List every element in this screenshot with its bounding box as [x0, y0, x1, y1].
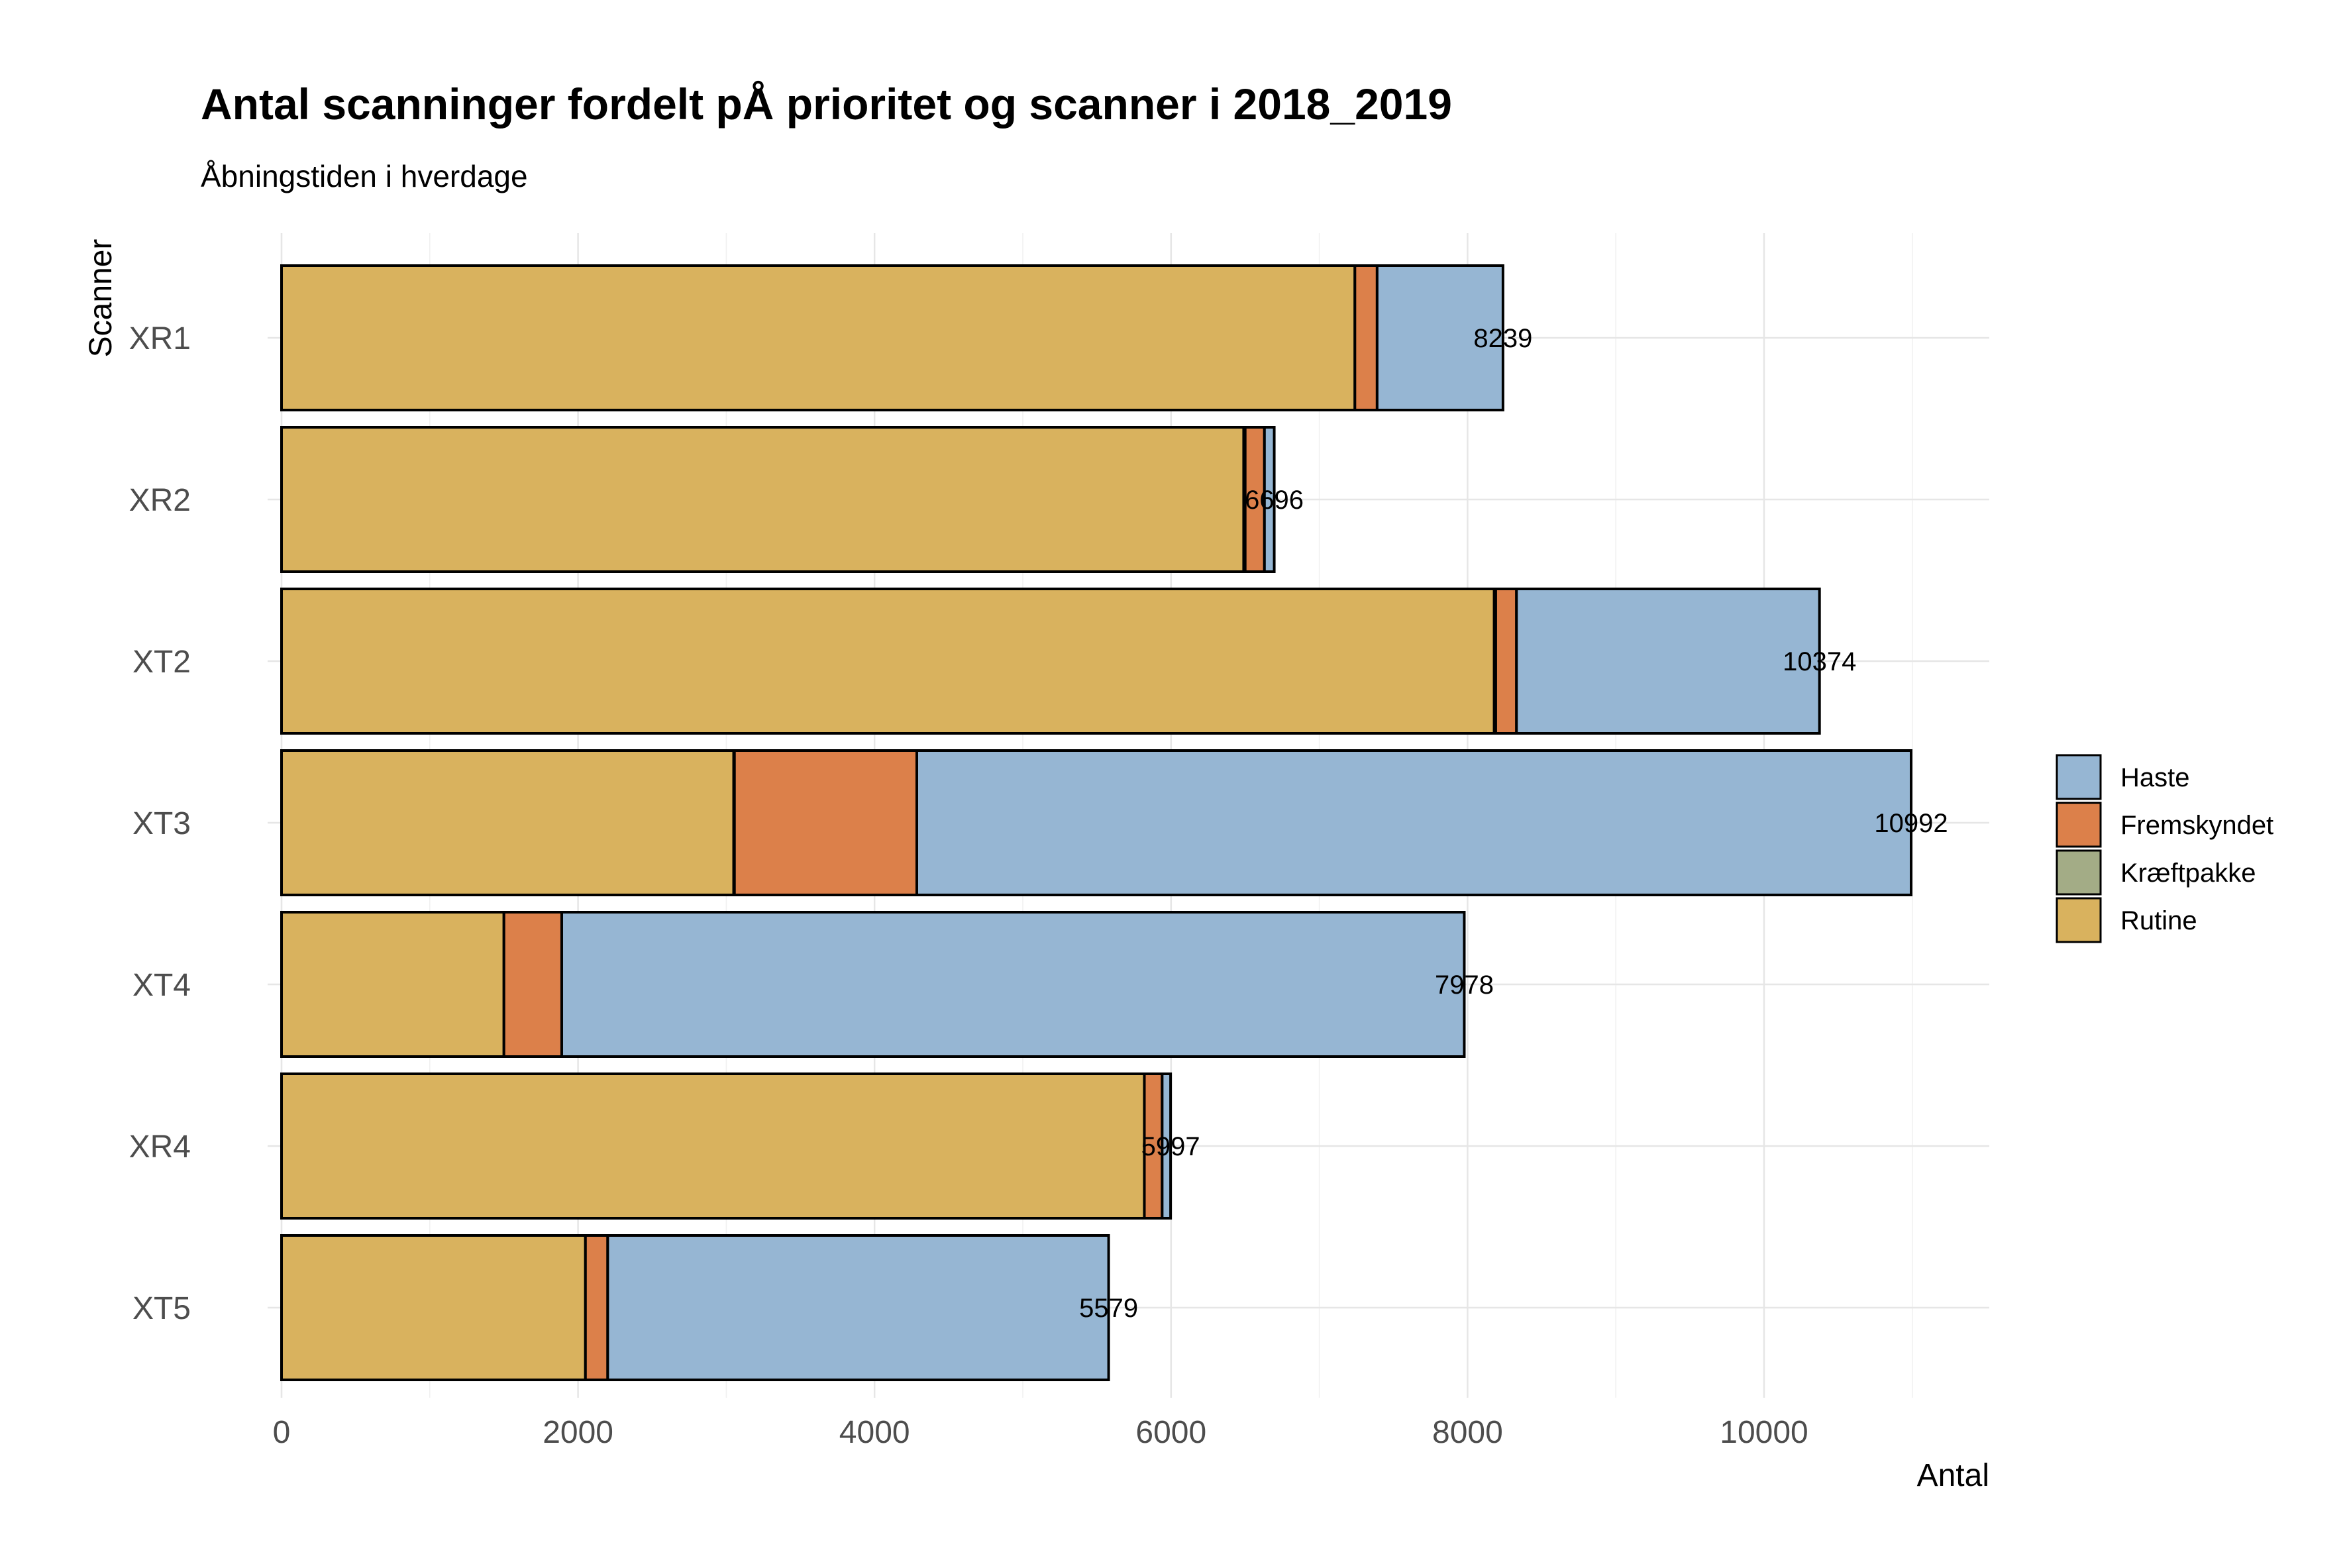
chart-title: Antal scanninger fordelt pÅ prioritet og…: [201, 79, 1452, 129]
bar-segment-rutine-xt3: [280, 749, 735, 896]
y-tick-label-xt2: XT2: [132, 645, 191, 680]
legend: Haste Fremskyndet Kræftpakke Rutine: [2056, 754, 2273, 943]
y-tick-label-xt3: XT3: [132, 806, 191, 841]
bar-segment-rutine-xr1: [280, 264, 1357, 411]
legend-key-rutine: [2056, 897, 2102, 943]
bar-segment-haste-xr2: [1263, 426, 1276, 573]
bar-segment-haste-xr4: [1161, 1072, 1173, 1220]
bar-segment-fremskyndet-xt3: [733, 749, 918, 896]
legend-key-haste: [2056, 754, 2102, 800]
y-tick-label-xt5: XT5: [132, 1291, 191, 1326]
bar-segment-haste-xt5: [606, 1234, 1110, 1381]
y-tick-label-xr1: XR1: [129, 321, 191, 356]
chart-subtitle: Åbningstiden i hverdage: [201, 159, 528, 193]
total-labels: 8239 6696 10374 10992 7978 5997 5579: [1079, 324, 1948, 1323]
total-label-xr1: 8239: [1473, 324, 1532, 353]
legend-label-kr-ftpakke: Kræftpakke: [2120, 859, 2256, 888]
bar-segment-fremskyndet-xt5: [584, 1234, 609, 1381]
total-label-xt5: 5579: [1079, 1294, 1138, 1323]
bar-segment-haste-xr1: [1375, 264, 1504, 411]
x-tick-label: 10000: [1720, 1415, 1808, 1450]
y-tick-label-xr2: XR2: [129, 483, 191, 518]
legend-key-fremskyndet: [2056, 802, 2102, 848]
legend-label-haste: Haste: [2120, 763, 2190, 792]
axis-tick-labels: XR1 XR2 XT2 XT3 XT4 XR4 XT5 0 2000 4000 6000 8000 10…: [129, 321, 1808, 1450]
legend-label-fremskyndet: Fremskyndet: [2120, 811, 2273, 840]
total-label-xt4: 7978: [1435, 970, 1494, 1000]
bar-segment-fremskyndet-xr1: [1353, 264, 1379, 411]
bar-segment-rutine-xt5: [280, 1234, 587, 1381]
x-tick-label: 4000: [839, 1415, 910, 1450]
total-label-xt3: 10992: [1874, 809, 1948, 838]
bar-segment-fremskyndet-xt4: [502, 911, 563, 1058]
x-axis-title: Antal: [1917, 1458, 1989, 1493]
x-tick-label: 0: [273, 1415, 291, 1450]
x-tick-label: 6000: [1135, 1415, 1206, 1450]
total-label-xr4: 5997: [1141, 1132, 1200, 1161]
legend-key-kr-ftpakke: [2056, 849, 2102, 896]
y-tick-label-xt4: XT4: [132, 968, 191, 1003]
bar-segment-rutine-xt4: [280, 911, 505, 1058]
bar-segment-rutine-xt2: [280, 588, 1496, 735]
total-label-xr2: 6696: [1245, 486, 1304, 515]
bar-segment-haste-xt2: [1515, 588, 1821, 735]
bar-segment-fremskyndet-xt2: [1494, 588, 1518, 735]
bar-segment-rutine-xr2: [280, 426, 1245, 573]
x-tick-label: 8000: [1432, 1415, 1503, 1450]
x-tick-label: 2000: [543, 1415, 613, 1450]
bars: [280, 264, 1913, 1381]
legend-label-rutine: Rutine: [2120, 906, 2197, 935]
total-label-xt2: 10374: [1783, 647, 1856, 676]
y-axis-title: Scanner: [83, 239, 119, 358]
bar-segment-rutine-xr4: [280, 1072, 1146, 1220]
bar-segment-haste-xt4: [560, 911, 1466, 1058]
y-tick-label-xr4: XR4: [129, 1129, 191, 1165]
bar-segment-haste-xt3: [915, 749, 1913, 896]
